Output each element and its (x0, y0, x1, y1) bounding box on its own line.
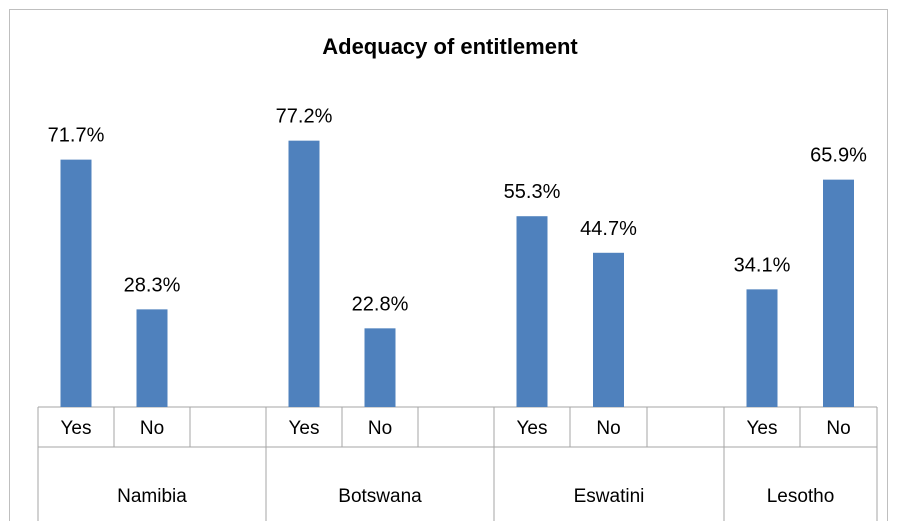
bar (364, 328, 396, 407)
chart-frame (9, 9, 888, 526)
data-label: 28.3% (124, 274, 181, 296)
data-label: 77.2% (276, 106, 333, 128)
category-tick-label: No (826, 418, 850, 439)
category-tick-label: No (368, 418, 392, 439)
category-tick-label: Yes (289, 418, 320, 439)
category-tick-label: Yes (517, 418, 548, 439)
data-label: 34.1% (734, 254, 791, 276)
bar (60, 159, 92, 407)
category-tick-label: Yes (61, 418, 92, 439)
data-label: 65.9% (810, 145, 867, 167)
chart-title: Adequacy of entitlement (322, 34, 578, 59)
bar (593, 252, 624, 407)
data-label: 55.3% (504, 181, 561, 203)
group-label: Namibia (117, 486, 187, 507)
group-label: Eswatini (574, 486, 645, 507)
group-label: Botswana (338, 486, 422, 507)
bar (823, 179, 854, 407)
data-label: 22.8% (352, 293, 409, 315)
category-tick-label: No (596, 418, 620, 439)
category-tick-label: Yes (747, 418, 778, 439)
bar (288, 140, 320, 407)
bar (516, 216, 548, 407)
data-label: 71.7% (48, 125, 105, 147)
category-tick-label: No (140, 418, 164, 439)
bar (136, 309, 168, 407)
bar (746, 289, 778, 407)
plot-area: 71.7% Yes 28.3% No Namibia 77.2% Yes 22.8% No Bot… (37, 106, 878, 521)
data-label: 44.7% (580, 218, 637, 240)
group-label: Lesotho (767, 486, 835, 507)
